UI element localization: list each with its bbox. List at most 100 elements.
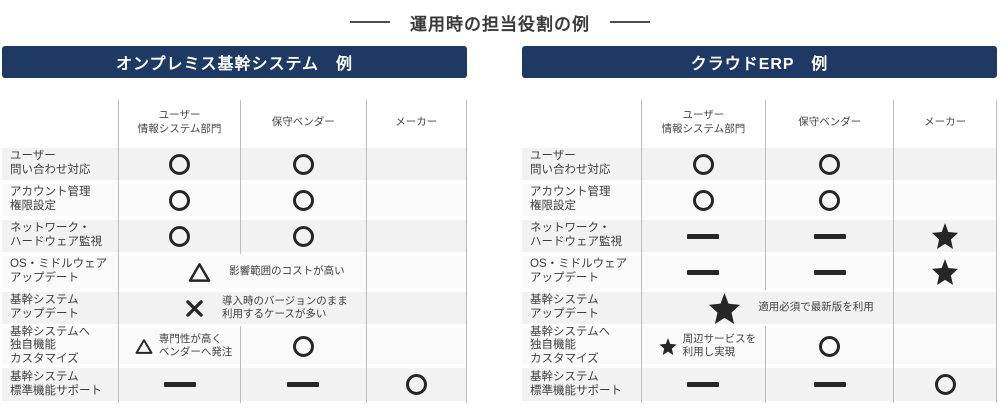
cell bbox=[119, 366, 241, 403]
cell: 影響範囲のコストが高い bbox=[119, 254, 367, 290]
star-icon bbox=[932, 223, 959, 249]
table-row: 基幹システム アップデート 導入時のバージョンのまま 利用するケースが多い bbox=[2, 290, 467, 326]
row-label: 基幹システムへ 独自機能 カスタマイズ bbox=[522, 326, 642, 366]
circle-icon bbox=[692, 153, 714, 175]
panel-cloud-header: クラウドERP 例 bbox=[522, 46, 997, 78]
row-label: 基幹システム アップデート bbox=[522, 290, 642, 326]
cell-note: 専門性が高く ベンダーへ発注 bbox=[158, 332, 233, 358]
circle-icon bbox=[819, 189, 841, 211]
cell: 専門性が高く ベンダーへ発注 bbox=[119, 326, 241, 366]
circle-icon bbox=[692, 189, 714, 211]
cell bbox=[366, 218, 467, 254]
table-body: ユーザー 問い合わせ対応 アカウント管理 権限設定 ネットワーク・ ハードウェア監視… bbox=[2, 146, 467, 403]
table-row: 基幹システム アップデート 適用必須で最新版を利用 bbox=[522, 290, 997, 326]
table-row: 基幹システム 標準機能サポート bbox=[522, 366, 997, 403]
cell-note: 導入時のバージョンのまま 利用するケースが多い bbox=[221, 294, 348, 320]
panel-cloud: クラウドERP 例 ユーザー 情報システム部門 保守ベンダー メーカー ユーザー 問い… bbox=[522, 40, 997, 403]
cell bbox=[894, 290, 997, 326]
triangle-icon bbox=[135, 338, 153, 355]
cell bbox=[641, 146, 767, 182]
page-title: 運用時の担当役割の例 bbox=[410, 14, 590, 34]
table-row: 基幹システム 標準機能サポート bbox=[2, 366, 467, 403]
table-row: ネットワーク・ ハードウェア監視 bbox=[2, 218, 467, 254]
cell bbox=[641, 366, 767, 403]
circle-icon bbox=[169, 225, 191, 247]
circle-icon bbox=[405, 374, 427, 395]
cell bbox=[766, 254, 895, 290]
cell bbox=[894, 254, 997, 290]
row-label: 基幹システム 標準機能サポート bbox=[2, 366, 120, 403]
circle-icon bbox=[292, 153, 314, 175]
cell-note: 周辺サービスを 利用し実現 bbox=[682, 332, 757, 358]
cell bbox=[241, 182, 367, 218]
cell bbox=[766, 326, 895, 366]
circle-icon bbox=[169, 189, 191, 211]
dash-icon bbox=[687, 233, 720, 239]
cell bbox=[766, 146, 895, 182]
table-row: ネットワーク・ ハードウェア監視 bbox=[522, 218, 997, 254]
table-row: 基幹システムへ 独自機能 カスタマイズ 周辺サービスを 利用し実現 bbox=[522, 326, 997, 366]
cell bbox=[366, 366, 467, 403]
panel-onpremise-header: オンプレミス基幹システム 例 bbox=[2, 46, 467, 78]
row-label: アカウント管理 権限設定 bbox=[522, 182, 642, 218]
circle-icon bbox=[292, 225, 314, 247]
row-label: ネットワーク・ ハードウェア監視 bbox=[2, 218, 120, 254]
star-icon bbox=[932, 259, 959, 285]
row-label: ユーザー 問い合わせ対応 bbox=[522, 146, 642, 182]
column-header: 保守ベンダー bbox=[241, 100, 367, 146]
cell bbox=[366, 326, 467, 366]
star-icon bbox=[709, 292, 741, 324]
circle-icon bbox=[819, 335, 841, 357]
cell: 適用必須で最新版を利用 bbox=[641, 290, 895, 326]
cell bbox=[241, 366, 367, 403]
cell: 導入時のバージョンのまま 利用するケースが多い bbox=[119, 290, 367, 326]
table-row: OS・ミドルウェア アップデート bbox=[522, 254, 997, 290]
column-header-spacer bbox=[2, 100, 120, 146]
cell bbox=[641, 254, 767, 290]
title-dash-right bbox=[610, 21, 650, 23]
table-row: ユーザー 問い合わせ対応 bbox=[2, 146, 467, 182]
page-title-row: 運用時の担当役割の例 bbox=[0, 0, 1000, 40]
cell bbox=[366, 290, 467, 326]
column-header: ユーザー 情報システム部門 bbox=[642, 100, 767, 146]
panel-cloud-table: ユーザー 情報システム部門 保守ベンダー メーカー ユーザー 問い合わせ対応 アカウント… bbox=[522, 100, 997, 403]
row-label: OS・ミドルウェア アップデート bbox=[2, 254, 120, 290]
table-body: ユーザー 問い合わせ対応 アカウント管理 権限設定 ネットワーク・ ハードウェア監視… bbox=[522, 146, 997, 403]
dash-icon bbox=[163, 382, 196, 387]
row-label: 基幹システムへ 独自機能 カスタマイズ bbox=[2, 326, 120, 366]
panel-onpremise-table: ユーザー 情報システム部門 保守ベンダー メーカー ユーザー 問い合わせ対応 アカウント… bbox=[2, 100, 467, 403]
panels-container: オンプレミス基幹システム 例 ユーザー 情報システム部門 保守ベンダー メーカー ユー… bbox=[0, 40, 1000, 403]
row-label: ネットワーク・ ハードウェア監視 bbox=[522, 218, 642, 254]
cell bbox=[766, 366, 895, 403]
cell: 周辺サービスを 利用し実現 bbox=[641, 326, 767, 366]
cell bbox=[894, 366, 997, 403]
cell bbox=[241, 326, 367, 366]
circle-icon bbox=[292, 335, 314, 357]
table-row: アカウント管理 権限設定 bbox=[522, 182, 997, 218]
circle-icon bbox=[934, 374, 956, 395]
column-header: メーカー bbox=[894, 100, 997, 146]
cell bbox=[119, 146, 241, 182]
column-header: ユーザー 情報システム部門 bbox=[119, 100, 241, 146]
dash-icon bbox=[687, 382, 720, 387]
table-header-row: ユーザー 情報システム部門 保守ベンダー メーカー bbox=[522, 100, 997, 146]
triangle-icon bbox=[188, 262, 211, 283]
title-dash-left bbox=[350, 21, 390, 23]
row-label: アカウント管理 権限設定 bbox=[2, 182, 120, 218]
table-row: ユーザー 問い合わせ対応 bbox=[522, 146, 997, 182]
table-header-row: ユーザー 情報システム部門 保守ベンダー メーカー bbox=[2, 100, 467, 146]
cell bbox=[366, 146, 467, 182]
cell bbox=[119, 182, 241, 218]
cell bbox=[119, 218, 241, 254]
star-icon bbox=[659, 337, 677, 355]
row-label: ユーザー 問い合わせ対応 bbox=[2, 146, 120, 182]
circle-icon bbox=[292, 189, 314, 211]
row-label: OS・ミドルウェア アップデート bbox=[522, 254, 642, 290]
table-row: アカウント管理 権限設定 bbox=[2, 182, 467, 218]
cell bbox=[894, 182, 997, 218]
cell bbox=[894, 146, 997, 182]
cell bbox=[894, 218, 997, 254]
column-header-spacer bbox=[522, 100, 642, 146]
dash-icon bbox=[687, 269, 720, 275]
cell bbox=[894, 326, 997, 366]
